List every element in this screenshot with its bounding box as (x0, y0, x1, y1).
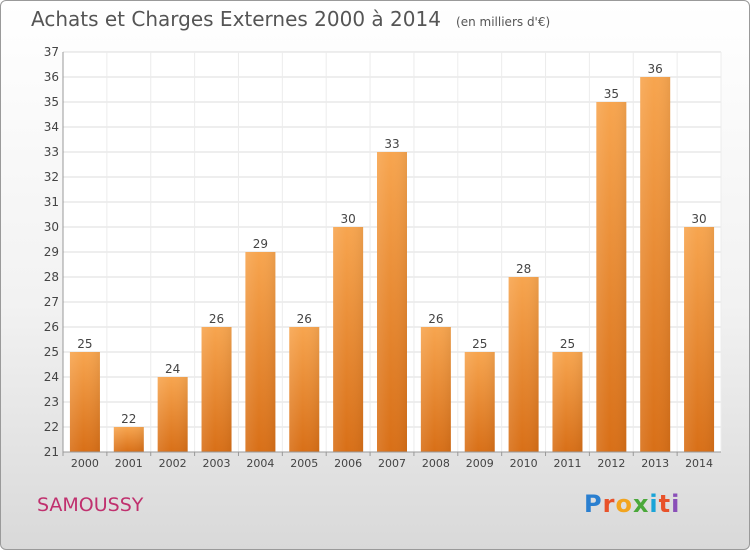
bar-shine (245, 252, 276, 452)
bar-shine (596, 102, 627, 452)
logo-letter: t (658, 490, 672, 518)
unit-note: (en milliers d'€) (456, 15, 551, 29)
x-tick-label: 2001 (115, 457, 143, 470)
data-label: 25 (77, 337, 92, 351)
x-tick-label: 2012 (597, 457, 625, 470)
x-tick-label: 2010 (510, 457, 538, 470)
bar-shine (377, 152, 407, 452)
bar-shine (113, 427, 144, 452)
data-label: 25 (472, 337, 487, 351)
y-tick-label: 21 (44, 445, 59, 459)
data-label: 26 (428, 312, 443, 326)
logo-letter: P (584, 490, 603, 518)
y-tick-label: 23 (44, 395, 59, 409)
bar-shine (640, 77, 671, 452)
y-tick-label: 31 (44, 195, 59, 209)
y-tick-label: 37 (44, 45, 59, 59)
x-tick-label: 2006 (334, 457, 362, 470)
axis-layer: 21 22 23 24 25 26 27 28 29 30 31 32 33 34 35 36 37 25 2000… (44, 45, 721, 470)
y-tick-label: 22 (44, 420, 59, 434)
data-label: 30 (691, 212, 706, 226)
y-tick-label: 24 (44, 370, 59, 384)
y-tick-label: 33 (44, 145, 59, 159)
data-label: 36 (648, 62, 663, 76)
data-label: 30 (340, 212, 355, 226)
data-label: 28 (516, 262, 531, 276)
y-tick-label: 26 (44, 320, 59, 334)
x-tick-label: 2005 (290, 457, 318, 470)
x-tick-label: 2003 (203, 457, 231, 470)
proxiti-logo[interactable]: Proxiti (584, 490, 680, 518)
data-label: 22 (121, 412, 136, 426)
bar-shine (333, 227, 364, 452)
x-tick-label: 2013 (641, 457, 669, 470)
y-tick-label: 35 (44, 95, 59, 109)
x-tick-label: 2007 (378, 457, 406, 470)
logo-letter: o (615, 490, 633, 518)
logo-letter: i (671, 490, 681, 518)
bar-shine (201, 327, 232, 452)
x-tick-label: 2009 (466, 457, 494, 470)
data-label: 29 (253, 237, 268, 251)
y-tick-label: 34 (44, 120, 59, 134)
bars-layer (69, 77, 715, 452)
x-tick-label: 2011 (553, 457, 581, 470)
data-label: 24 (165, 362, 180, 376)
bar-shine (684, 227, 715, 452)
bar-shine (508, 277, 539, 452)
bar-shine (69, 352, 100, 452)
x-tick-label: 2014 (685, 457, 713, 470)
y-tick-label: 36 (44, 70, 59, 84)
y-tick-label: 30 (44, 220, 59, 234)
y-tick-label: 29 (44, 245, 59, 259)
data-label: 35 (604, 87, 619, 101)
bar-shine (552, 352, 583, 452)
logo-letter: x (632, 490, 650, 518)
bar-shine (289, 327, 320, 452)
y-tick-label: 32 (44, 170, 59, 184)
x-tick-label: 2002 (159, 457, 187, 470)
x-tick-label: 2008 (422, 457, 450, 470)
y-tick-label: 25 (44, 345, 59, 359)
bar-shine (420, 327, 451, 452)
x-tick-label: 2000 (71, 457, 99, 470)
bar-shine (157, 377, 188, 452)
data-label: 25 (560, 337, 575, 351)
title-text: Achats et Charges Externes 2000 à 2014 (31, 7, 441, 31)
y-tick-label: 28 (44, 270, 59, 284)
logo-letter: r (602, 490, 616, 518)
x-tick-label: 2004 (246, 457, 274, 470)
logo-letter: i (649, 490, 659, 518)
location-name: SAMOUSSY (37, 494, 144, 516)
y-tick-label: 27 (44, 295, 59, 309)
chart-title: Achats et Charges Externes 2000 à 2014 (… (31, 7, 550, 31)
data-label: 26 (209, 312, 224, 326)
data-label: 26 (297, 312, 312, 326)
data-label: 33 (384, 137, 399, 151)
bar-shine (464, 352, 495, 452)
